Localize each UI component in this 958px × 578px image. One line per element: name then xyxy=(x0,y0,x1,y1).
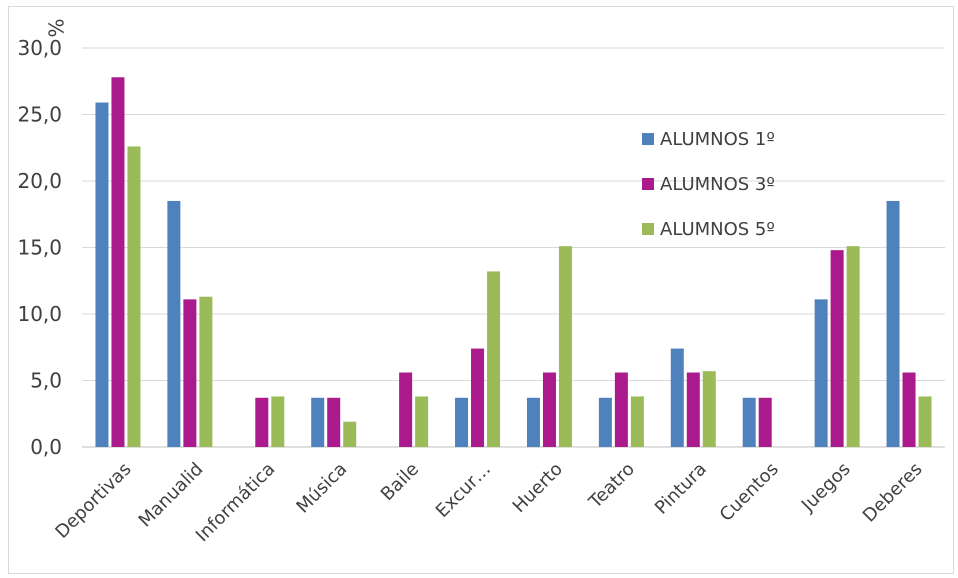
bar xyxy=(886,200,900,447)
gridlines xyxy=(82,47,945,448)
bar xyxy=(255,397,269,447)
bar xyxy=(686,372,700,447)
bar xyxy=(455,397,469,447)
legend-entry: ALUMNOS 1º xyxy=(660,129,775,150)
bar xyxy=(271,396,285,447)
bar xyxy=(399,372,413,447)
x-tick-label: Música xyxy=(292,459,351,518)
y-tick-label: 10,0 xyxy=(17,302,62,326)
x-tick-label: Excur… xyxy=(432,459,495,522)
bar xyxy=(199,296,213,447)
y-tick-label: 30,0 xyxy=(17,36,62,60)
bar xyxy=(311,397,325,447)
bar xyxy=(471,348,485,447)
y-tick-label: 20,0 xyxy=(17,169,62,193)
x-tick-label: Baile xyxy=(377,459,423,505)
x-tick-label: Cuentos xyxy=(716,459,783,526)
bar xyxy=(702,371,716,447)
bar xyxy=(670,348,684,447)
y-axis-label: % xyxy=(45,18,69,37)
x-tick-label: Deberes xyxy=(859,459,927,527)
y-tick-label: 5,0 xyxy=(30,369,62,393)
x-tick-label: Manualid xyxy=(135,459,208,532)
legend: ALUMNOS 1º ALUMNOS 3º ALUMNOS 5º xyxy=(642,129,775,240)
y-tick-label: 0,0 xyxy=(30,435,62,459)
bar xyxy=(167,200,181,447)
bar xyxy=(902,372,916,447)
bar xyxy=(758,397,772,447)
y-tick-label: 15,0 xyxy=(17,236,62,260)
bar xyxy=(526,397,540,447)
x-tick-label: Teatro xyxy=(584,459,639,514)
bar xyxy=(614,372,628,447)
legend-swatch xyxy=(642,178,654,190)
bar xyxy=(95,102,109,447)
chart-frame xyxy=(8,6,954,574)
x-tick-label: Juegos xyxy=(797,459,855,517)
bar xyxy=(742,397,756,447)
bar xyxy=(415,396,429,447)
bar xyxy=(918,396,932,447)
bar xyxy=(111,77,125,447)
legend-entry: ALUMNOS 5º xyxy=(660,219,775,240)
bar xyxy=(127,146,141,448)
y-tick-labels: 0,0 5,0 10,0 15,0 20,0 25,0 30,0 xyxy=(17,36,62,459)
y-tick-label: 25,0 xyxy=(17,103,62,127)
bar xyxy=(814,299,828,447)
bar xyxy=(343,421,357,447)
bar xyxy=(598,397,612,447)
legend-entry: ALUMNOS 3º xyxy=(660,174,775,195)
bar xyxy=(487,271,501,447)
x-tick-label: Deportivas xyxy=(51,459,135,543)
bar xyxy=(846,246,860,447)
bar xyxy=(830,250,844,447)
bar xyxy=(327,397,341,447)
legend-swatch xyxy=(642,133,654,145)
bars xyxy=(95,77,932,448)
bar xyxy=(558,246,572,447)
bar xyxy=(542,372,556,447)
bar xyxy=(183,299,197,447)
legend-swatch xyxy=(642,223,654,235)
bar xyxy=(630,396,644,447)
x-tick-label: Pintura xyxy=(651,459,711,519)
x-tick-label: Huerto xyxy=(509,459,567,517)
